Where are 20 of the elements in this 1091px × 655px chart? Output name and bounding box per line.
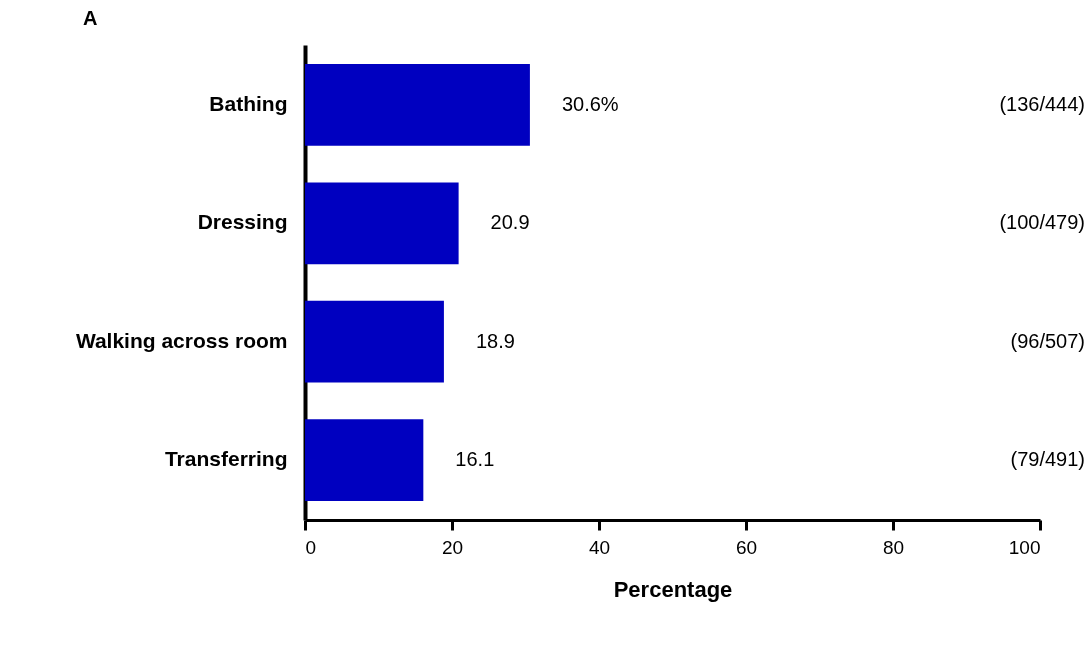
x-axis-title: Percentage xyxy=(613,576,733,602)
x-tick-label: 40 xyxy=(588,536,611,558)
data-label: 20.9 xyxy=(490,211,530,234)
x-tick-label: 20 xyxy=(441,536,464,558)
annotation: (79/491) xyxy=(1010,448,1085,471)
y-tick-label: Dressing xyxy=(197,210,288,234)
annotation: (96/507) xyxy=(1010,329,1085,352)
data-label: 30.6% xyxy=(561,92,619,115)
text: A xyxy=(83,7,98,29)
annotation: (100/479) xyxy=(999,211,1085,234)
y-tick-label: Transferring xyxy=(164,447,288,471)
x-tick-label: 80 xyxy=(882,536,905,558)
y-tick-label: Bathing xyxy=(209,91,288,115)
y-tick-label: Walking across room xyxy=(75,328,288,352)
x-tick-label: 0 xyxy=(305,536,317,558)
x-tick-label: 60 xyxy=(735,536,758,558)
annotation: (136/444) xyxy=(999,92,1085,115)
x-tick-label: 100 xyxy=(1008,536,1041,558)
data-label: 16.1 xyxy=(455,448,495,471)
data-label: 18.9 xyxy=(475,329,515,352)
